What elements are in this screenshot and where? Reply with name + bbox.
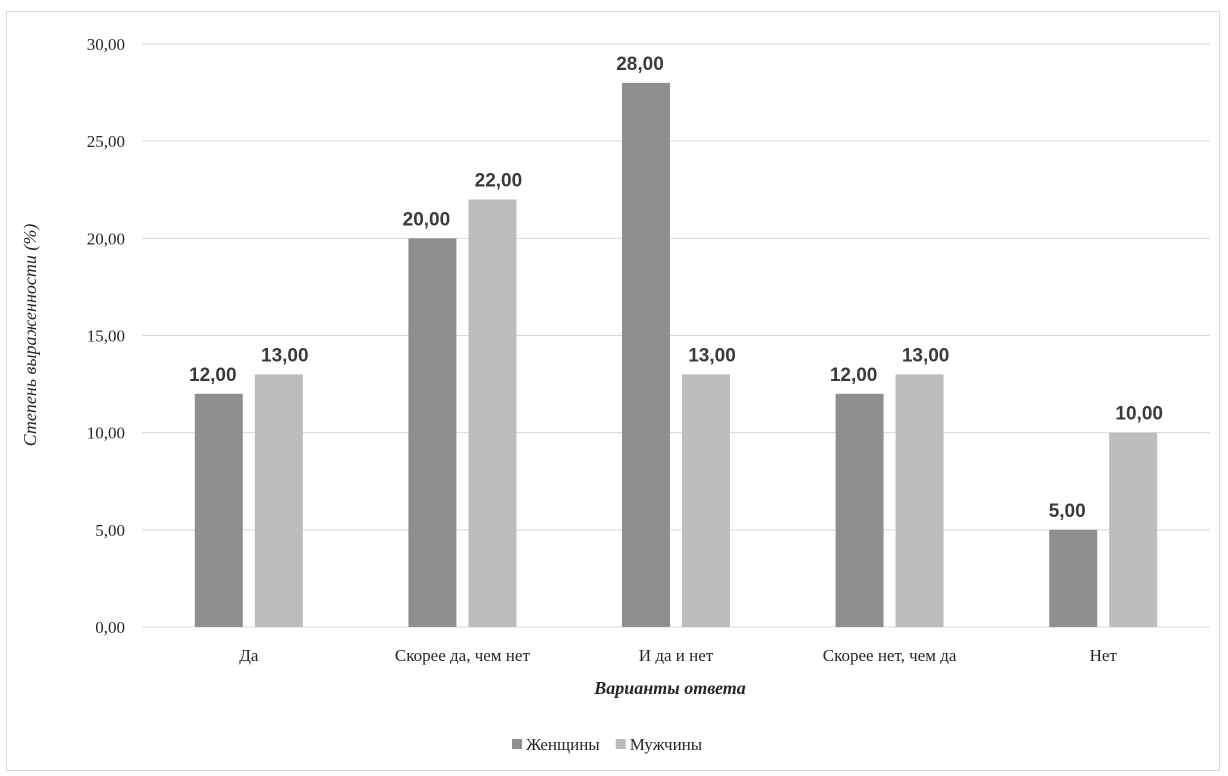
x-axis-categories: Да Скорее да, чем нет И да и нет Скорее нет… bbox=[239, 646, 1117, 665]
x-category-label: Скорее да, чем нет bbox=[395, 646, 531, 665]
y-tick-label: 25,00 bbox=[87, 132, 125, 151]
x-axis-title: Варианты ответа bbox=[593, 678, 746, 698]
x-category-label: Нет bbox=[1090, 646, 1118, 665]
data-label: 12,00 bbox=[830, 365, 878, 386]
y-tick-label: 10,00 bbox=[87, 424, 125, 443]
bar-men bbox=[254, 374, 303, 627]
legend-swatch bbox=[615, 739, 626, 749]
y-axis-ticks: 0,00 5,00 10,00 15,00 20,00 25,00 30,00 bbox=[87, 35, 125, 637]
data-label: 28,00 bbox=[616, 54, 664, 75]
bar-women bbox=[408, 238, 457, 628]
x-category-label: Да bbox=[239, 646, 259, 665]
legend-swatch bbox=[512, 739, 522, 749]
y-axis-title: Степень выраженности (%) bbox=[20, 224, 41, 447]
data-labels: 12,00 13,00 20,00 22,00 28,00 13,00 12,00 13,00… bbox=[189, 54, 1163, 522]
bar-women bbox=[1049, 529, 1098, 627]
legend-label: Мужчины bbox=[630, 735, 703, 754]
x-category-label: Скорее нет, чем да bbox=[823, 646, 957, 665]
bar-men bbox=[682, 374, 730, 627]
data-label: 13,00 bbox=[688, 345, 736, 366]
legend: Женщины Мужчины bbox=[512, 735, 703, 754]
data-label: 13,00 bbox=[902, 345, 950, 366]
gridlines bbox=[142, 43, 1210, 628]
y-tick-label: 0,00 bbox=[95, 618, 125, 637]
bars bbox=[194, 82, 1158, 628]
data-label: 13,00 bbox=[261, 345, 309, 366]
bar-men bbox=[468, 199, 517, 627]
bar-women bbox=[194, 393, 243, 627]
y-tick-label: 20,00 bbox=[87, 229, 125, 248]
data-label: 12,00 bbox=[189, 365, 237, 386]
bar-women bbox=[622, 82, 670, 627]
y-tick-label: 15,00 bbox=[87, 327, 125, 346]
data-label: 10,00 bbox=[1115, 404, 1163, 425]
y-tick-label: 30,00 bbox=[87, 35, 125, 54]
bar-men bbox=[1109, 432, 1158, 627]
y-tick-label: 5,00 bbox=[95, 521, 125, 540]
data-label: 5,00 bbox=[1049, 501, 1086, 522]
bar-women bbox=[835, 393, 884, 627]
x-category-label: И да и нет bbox=[639, 646, 714, 665]
data-label: 22,00 bbox=[475, 170, 523, 191]
bar-men bbox=[895, 374, 944, 627]
legend-label: Женщины bbox=[526, 735, 600, 754]
chart-frame bbox=[6, 11, 1220, 771]
data-label: 20,00 bbox=[403, 209, 451, 230]
